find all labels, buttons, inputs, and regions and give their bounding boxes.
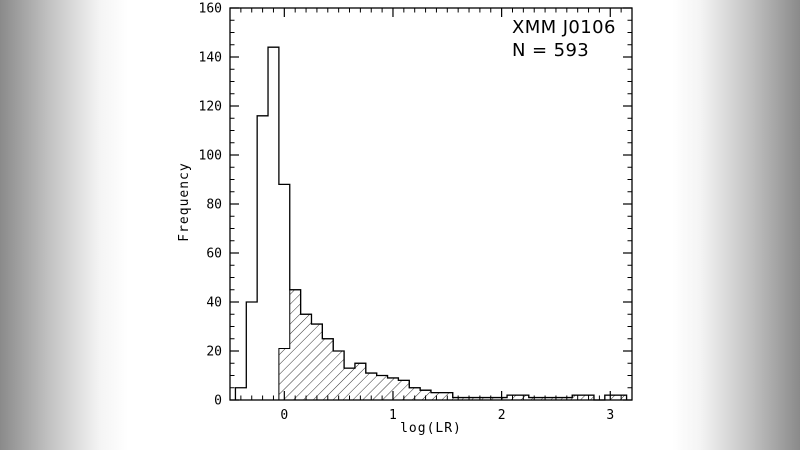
annotation-source-count: N = 593	[512, 40, 590, 61]
x-axis-label: log(LR)	[400, 421, 462, 436]
svg-text:40: 40	[206, 296, 222, 311]
svg-text:20: 20	[206, 345, 222, 360]
svg-text:80: 80	[206, 198, 222, 213]
svg-text:0: 0	[214, 394, 222, 409]
page-edge-gradient-left	[0, 0, 128, 450]
svg-text:160: 160	[199, 2, 222, 17]
annotation: XMM J0106 N = 593	[512, 16, 616, 62]
annotation-field-name: XMM J0106	[512, 17, 616, 38]
svg-text:3: 3	[606, 408, 614, 423]
svg-text:1: 1	[389, 408, 397, 423]
svg-text:60: 60	[206, 247, 222, 262]
page-edge-gradient-right	[672, 0, 800, 450]
svg-text:0: 0	[280, 408, 288, 423]
svg-text:140: 140	[199, 51, 222, 66]
svg-text:100: 100	[199, 149, 222, 164]
svg-text:120: 120	[199, 100, 222, 115]
y-axis-label: Frequency	[177, 162, 192, 242]
svg-text:2: 2	[498, 408, 506, 423]
